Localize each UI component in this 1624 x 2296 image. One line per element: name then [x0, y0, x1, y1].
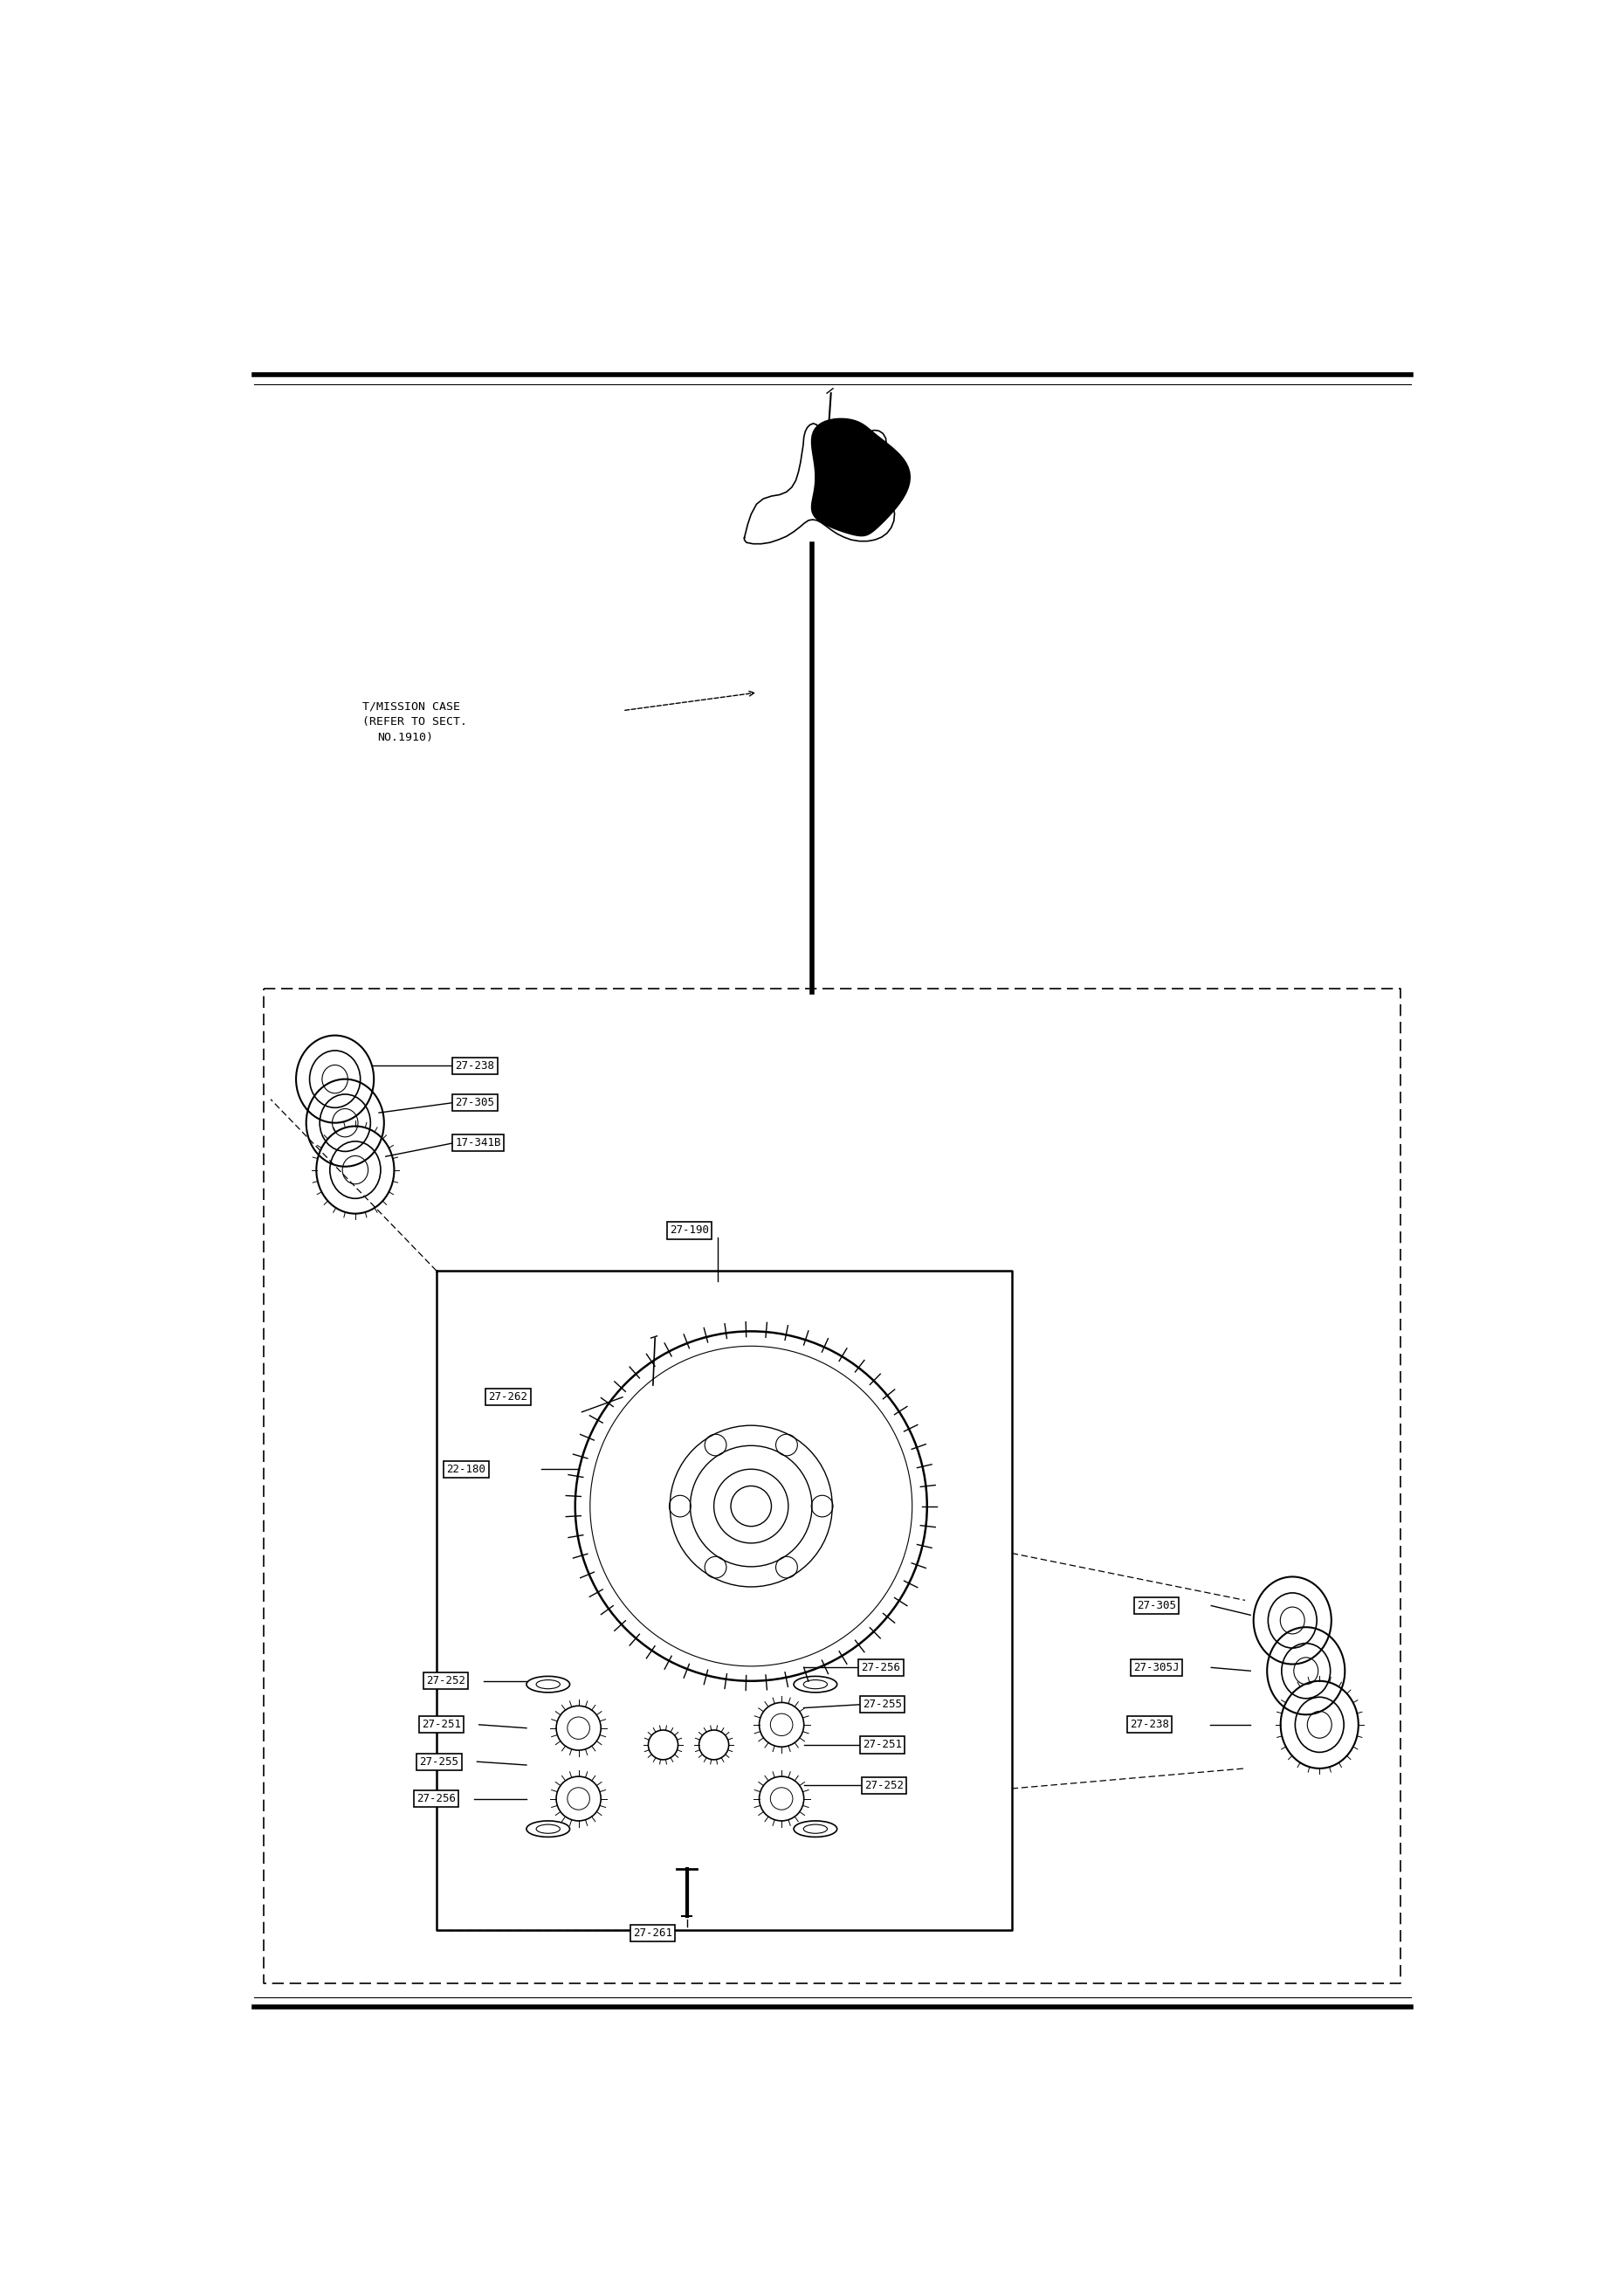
- Text: 22-180: 22-180: [447, 1463, 486, 1474]
- Text: 27-255: 27-255: [419, 1756, 460, 1768]
- Text: 27-238: 27-238: [1130, 1720, 1169, 1731]
- Text: 17-341B: 17-341B: [455, 1137, 502, 1148]
- Text: 27-255: 27-255: [862, 1699, 901, 1711]
- Text: T/MISSION CASE: T/MISSION CASE: [362, 700, 460, 712]
- Text: 27-251: 27-251: [862, 1738, 901, 1750]
- Text: 27-256: 27-256: [861, 1662, 901, 1674]
- Text: NO.1910): NO.1910): [377, 732, 434, 744]
- Text: 27-261: 27-261: [633, 1926, 672, 1938]
- Text: 27-252: 27-252: [425, 1676, 466, 1688]
- Text: 27-238: 27-238: [455, 1061, 495, 1072]
- Text: 27-305: 27-305: [1137, 1600, 1176, 1612]
- Text: 27-305J: 27-305J: [1134, 1662, 1179, 1674]
- Text: (REFER TO SECT.: (REFER TO SECT.: [362, 716, 466, 728]
- Text: 27-262: 27-262: [489, 1391, 528, 1403]
- Polygon shape: [812, 418, 909, 535]
- Text: 27-305: 27-305: [455, 1097, 495, 1109]
- Text: 27-251: 27-251: [422, 1720, 461, 1731]
- Text: 27-256: 27-256: [416, 1793, 455, 1805]
- Text: 27-252: 27-252: [864, 1779, 903, 1791]
- Text: 27-190: 27-190: [669, 1224, 710, 1235]
